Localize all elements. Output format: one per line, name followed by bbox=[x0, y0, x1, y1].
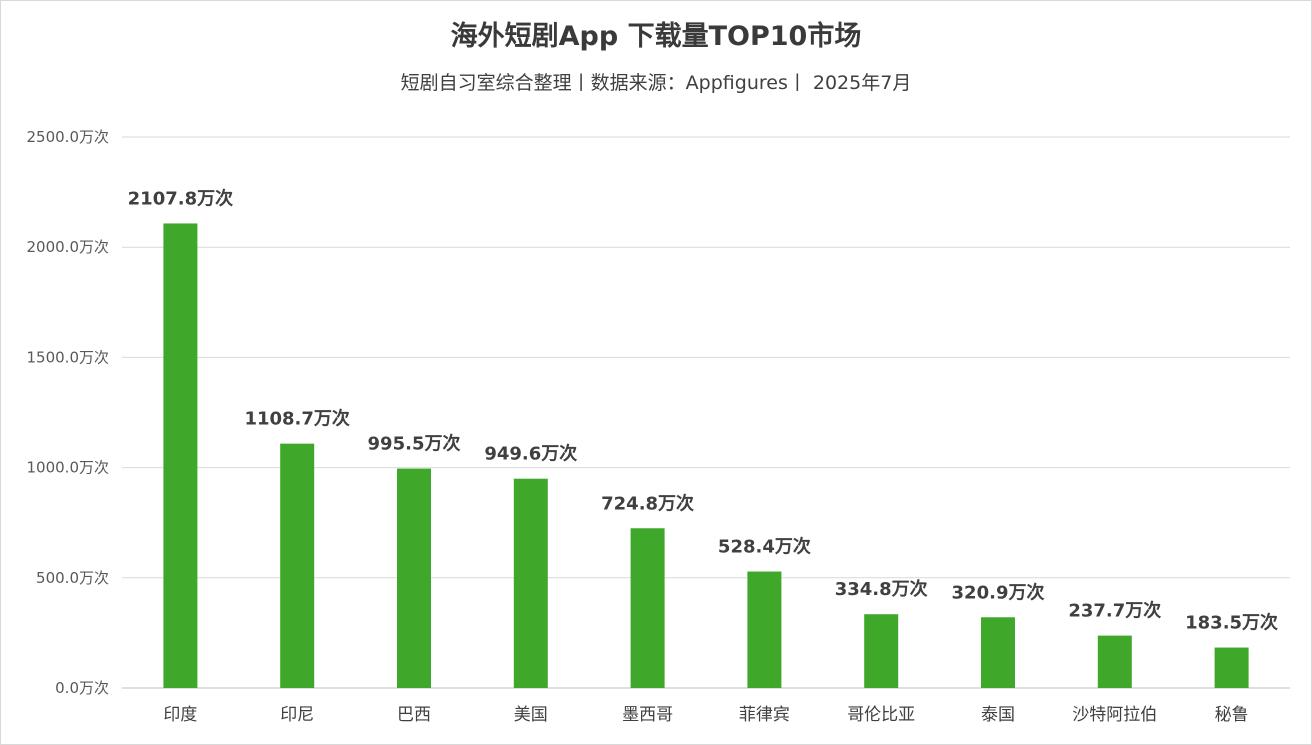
data-label: 320.9万次 bbox=[952, 581, 1045, 603]
bar bbox=[1097, 635, 1132, 688]
bar bbox=[981, 617, 1015, 688]
data-label: 995.5万次 bbox=[368, 433, 461, 455]
data-label: 1108.7万次 bbox=[244, 408, 349, 430]
y-tick-label: 0.0万次 bbox=[55, 679, 109, 697]
y-tick-label: 2000.0万次 bbox=[27, 238, 110, 256]
y-tick-label: 500.0万次 bbox=[36, 569, 109, 587]
chart-subtitle: 短剧自习室综合整理丨数据来源：Appfigures丨 2025年7月 bbox=[400, 72, 912, 94]
x-category-label: 墨西哥 bbox=[622, 705, 673, 725]
data-label: 949.6万次 bbox=[484, 443, 577, 465]
data-label: 2107.8万次 bbox=[128, 187, 233, 209]
grid-lines bbox=[122, 136, 1290, 689]
bar bbox=[1214, 647, 1249, 688]
x-category-label: 印度 bbox=[163, 705, 197, 725]
bar bbox=[864, 614, 899, 688]
data-labels: 2107.8万次 1108.7万次 995.5万次 949.6万次 724.8万次 528… bbox=[128, 187, 1278, 633]
data-label: 183.5万次 bbox=[1185, 612, 1278, 634]
bar bbox=[513, 478, 548, 688]
x-category-label: 菲律宾 bbox=[739, 705, 790, 725]
data-label: 724.8万次 bbox=[601, 492, 694, 514]
x-category-label: 巴西 bbox=[397, 705, 431, 725]
y-tick-label: 2500.0万次 bbox=[27, 128, 110, 146]
bars bbox=[163, 223, 1249, 688]
x-category-label: 印尼 bbox=[280, 705, 314, 725]
y-axis-ticks: 0.0万次 500.0万次 1000.0万次 1500.0万次 2000.0万次 2500… bbox=[27, 128, 110, 697]
y-tick-label: 1000.0万次 bbox=[27, 459, 110, 477]
x-category-label: 哥伦比亚 bbox=[847, 705, 915, 725]
x-category-label: 美国 bbox=[514, 705, 548, 725]
data-label: 237.7万次 bbox=[1068, 600, 1161, 622]
data-label: 528.4万次 bbox=[718, 536, 811, 558]
x-category-label: 沙特阿拉伯 bbox=[1072, 705, 1157, 725]
y-tick-label: 1500.0万次 bbox=[27, 348, 110, 366]
bar bbox=[163, 223, 198, 688]
x-category-label: 秘鲁 bbox=[1215, 705, 1249, 725]
x-axis-categories: 印度 印尼 巴西 美国 墨西哥 菲律宾 哥伦比亚 泰国 沙特阿拉伯 秘鲁 bbox=[163, 705, 1248, 725]
data-label: 334.8万次 bbox=[835, 578, 928, 600]
bar bbox=[397, 468, 431, 688]
chart-title: 海外短剧App 下载量TOP10市场 bbox=[450, 21, 862, 52]
bar bbox=[280, 443, 315, 688]
x-category-label: 泰国 bbox=[981, 705, 1015, 725]
bar bbox=[630, 528, 665, 688]
bar bbox=[747, 571, 782, 688]
